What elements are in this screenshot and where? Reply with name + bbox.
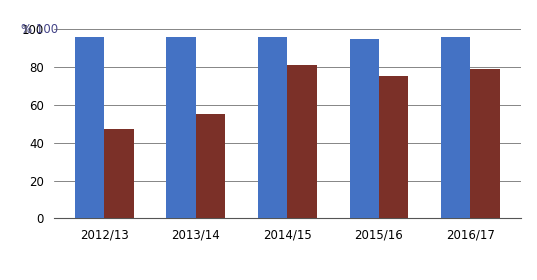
- Bar: [166, 37, 196, 218]
- Bar: [470, 69, 499, 218]
- Bar: [379, 76, 408, 218]
- Bar: [258, 37, 287, 218]
- Bar: [350, 39, 379, 218]
- Bar: [196, 114, 225, 218]
- Bar: [75, 37, 104, 218]
- Bar: [441, 37, 470, 218]
- Text: % 100: % 100: [21, 23, 59, 36]
- Bar: [104, 129, 134, 218]
- Bar: [287, 65, 317, 218]
